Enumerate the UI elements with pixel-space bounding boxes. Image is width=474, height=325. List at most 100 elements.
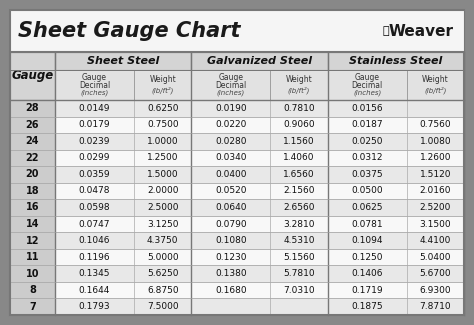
FancyBboxPatch shape xyxy=(328,166,464,183)
Text: 0.7560: 0.7560 xyxy=(419,120,451,129)
Text: 26: 26 xyxy=(26,120,39,130)
Text: 0.0299: 0.0299 xyxy=(79,153,110,162)
FancyBboxPatch shape xyxy=(328,216,464,232)
Text: Gauge: Gauge xyxy=(219,72,243,82)
Text: Weight: Weight xyxy=(149,74,176,84)
Text: Stainless Steel: Stainless Steel xyxy=(349,56,443,66)
FancyBboxPatch shape xyxy=(328,133,464,150)
Text: (lb/ft²): (lb/ft²) xyxy=(288,86,310,94)
Text: 0.0340: 0.0340 xyxy=(215,153,246,162)
FancyBboxPatch shape xyxy=(55,199,191,216)
Text: 2.5200: 2.5200 xyxy=(419,203,451,212)
Text: (inches): (inches) xyxy=(353,90,381,96)
Text: 0.0312: 0.0312 xyxy=(351,153,383,162)
Text: Decimal: Decimal xyxy=(352,81,383,89)
FancyBboxPatch shape xyxy=(10,282,55,298)
FancyBboxPatch shape xyxy=(191,249,328,266)
Text: 1.5120: 1.5120 xyxy=(419,170,451,179)
Text: 0.0156: 0.0156 xyxy=(351,104,383,113)
FancyBboxPatch shape xyxy=(55,216,191,232)
FancyBboxPatch shape xyxy=(10,133,55,150)
Text: 0.0239: 0.0239 xyxy=(79,137,110,146)
FancyBboxPatch shape xyxy=(10,150,55,166)
FancyBboxPatch shape xyxy=(10,266,55,282)
FancyBboxPatch shape xyxy=(191,150,328,166)
Text: 0.1080: 0.1080 xyxy=(215,236,246,245)
FancyBboxPatch shape xyxy=(10,166,55,183)
Text: 2.5000: 2.5000 xyxy=(147,203,178,212)
FancyBboxPatch shape xyxy=(328,150,464,166)
Text: 5.0400: 5.0400 xyxy=(419,253,451,262)
Text: 0.0640: 0.0640 xyxy=(215,203,246,212)
Text: 5.7810: 5.7810 xyxy=(283,269,315,278)
FancyBboxPatch shape xyxy=(10,183,55,199)
Text: 1.0000: 1.0000 xyxy=(147,137,179,146)
Text: 0.1345: 0.1345 xyxy=(79,269,110,278)
Text: 1.6560: 1.6560 xyxy=(283,170,315,179)
FancyBboxPatch shape xyxy=(55,183,191,199)
FancyBboxPatch shape xyxy=(328,117,464,133)
Text: 0.1644: 0.1644 xyxy=(79,286,110,295)
FancyBboxPatch shape xyxy=(55,117,191,133)
Text: 0.0149: 0.0149 xyxy=(79,104,110,113)
FancyBboxPatch shape xyxy=(10,199,55,216)
FancyBboxPatch shape xyxy=(10,10,464,315)
Text: 5.0000: 5.0000 xyxy=(147,253,179,262)
FancyBboxPatch shape xyxy=(407,70,464,100)
Text: 20: 20 xyxy=(26,169,39,179)
FancyBboxPatch shape xyxy=(328,266,464,282)
Text: 0.1046: 0.1046 xyxy=(79,236,110,245)
FancyBboxPatch shape xyxy=(55,52,191,70)
Text: 3.1500: 3.1500 xyxy=(419,220,451,228)
Text: Weaver: Weaver xyxy=(389,23,454,38)
Text: 1.5000: 1.5000 xyxy=(147,170,179,179)
Text: 16: 16 xyxy=(26,202,39,213)
FancyBboxPatch shape xyxy=(55,298,191,315)
Text: 0.0280: 0.0280 xyxy=(215,137,246,146)
Text: 1.0080: 1.0080 xyxy=(419,137,451,146)
Text: 0.0400: 0.0400 xyxy=(215,170,246,179)
Text: 0.0190: 0.0190 xyxy=(215,104,246,113)
Text: 8: 8 xyxy=(29,285,36,295)
FancyBboxPatch shape xyxy=(191,117,328,133)
Text: (lb/ft²): (lb/ft²) xyxy=(424,86,447,94)
Text: 0.9060: 0.9060 xyxy=(283,120,315,129)
Text: 0.7500: 0.7500 xyxy=(147,120,179,129)
FancyBboxPatch shape xyxy=(191,100,328,117)
Text: 5.1560: 5.1560 xyxy=(283,253,315,262)
Text: Sheet Steel: Sheet Steel xyxy=(87,56,159,66)
Text: 12: 12 xyxy=(26,236,39,246)
FancyBboxPatch shape xyxy=(191,166,328,183)
FancyBboxPatch shape xyxy=(191,266,328,282)
FancyBboxPatch shape xyxy=(328,249,464,266)
Text: 2.0000: 2.0000 xyxy=(147,187,178,195)
Text: 0.1875: 0.1875 xyxy=(351,302,383,311)
FancyBboxPatch shape xyxy=(10,232,55,249)
Text: 7.5000: 7.5000 xyxy=(147,302,179,311)
Text: 0.1094: 0.1094 xyxy=(351,236,383,245)
FancyBboxPatch shape xyxy=(328,282,464,298)
Text: 6.8750: 6.8750 xyxy=(147,286,179,295)
Text: 2.0160: 2.0160 xyxy=(419,187,451,195)
FancyBboxPatch shape xyxy=(10,249,55,266)
Text: Decimal: Decimal xyxy=(215,81,246,89)
FancyBboxPatch shape xyxy=(328,52,464,70)
Text: (lb/ft²): (lb/ft²) xyxy=(152,86,174,94)
Text: (inches): (inches) xyxy=(81,90,109,96)
Text: 0.0220: 0.0220 xyxy=(215,120,246,129)
FancyBboxPatch shape xyxy=(55,100,191,117)
FancyBboxPatch shape xyxy=(191,70,270,100)
FancyBboxPatch shape xyxy=(191,282,328,298)
Text: 10: 10 xyxy=(26,269,39,279)
FancyBboxPatch shape xyxy=(328,70,407,100)
Text: 0.0781: 0.0781 xyxy=(351,220,383,228)
Text: 0.0520: 0.0520 xyxy=(215,187,246,195)
FancyBboxPatch shape xyxy=(55,232,191,249)
FancyBboxPatch shape xyxy=(134,70,191,100)
Text: 0.0179: 0.0179 xyxy=(79,120,110,129)
Text: 🚛: 🚛 xyxy=(383,26,389,36)
FancyBboxPatch shape xyxy=(270,70,328,100)
FancyBboxPatch shape xyxy=(191,199,328,216)
Text: 0.0500: 0.0500 xyxy=(351,187,383,195)
Text: Decimal: Decimal xyxy=(79,81,110,89)
